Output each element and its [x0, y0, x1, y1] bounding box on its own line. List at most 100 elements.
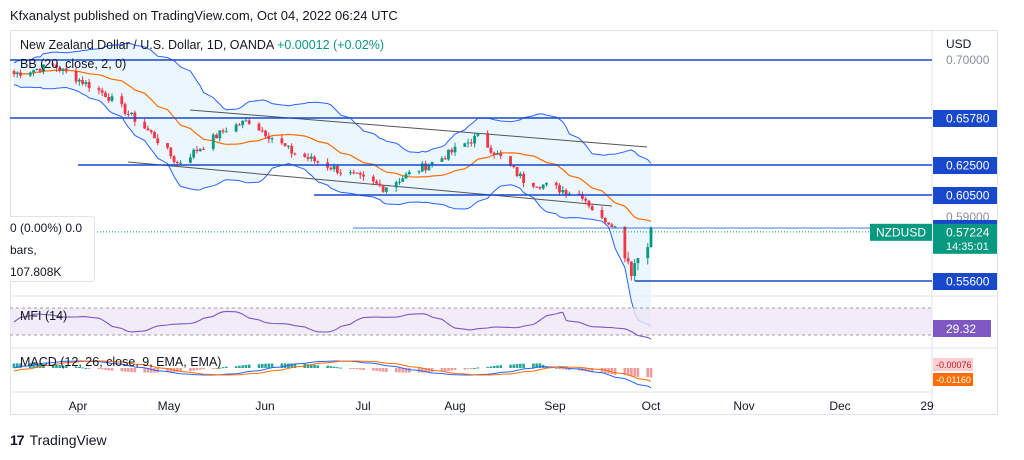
candle-body [512, 165, 516, 168]
macd-histogram-bar [215, 368, 218, 369]
price-scale: USD0.700000.657800.625000.605000.590000.… [10, 37, 997, 290]
footer-brand-label: TradingView [29, 432, 107, 448]
mfi-legend[interactable]: MFI (14) [20, 309, 68, 323]
macd-histogram-bar [381, 368, 385, 372]
candle-body [518, 173, 522, 177]
candle-body [74, 71, 78, 82]
candle-body [287, 145, 290, 147]
candle-body [492, 152, 496, 155]
candle-body [290, 145, 294, 154]
candle-body [224, 131, 228, 133]
candle-body [623, 226, 627, 259]
channel-upper-line[interactable] [189, 109, 648, 148]
candle-body [584, 198, 588, 201]
candle-body [646, 247, 650, 259]
candle-body [401, 178, 405, 182]
bb-basis [13, 69, 652, 222]
macd-histogram-bar [120, 368, 124, 372]
bb-legend[interactable]: BB (20, close, 2, 0) [20, 57, 127, 71]
symbol-legend[interactable]: New Zealand Dollar / U.S. Dollar, 1D, OA… [20, 38, 384, 52]
mfi-value-tag [933, 320, 991, 337]
candle-body [51, 64, 55, 66]
macd-histogram-bar [133, 368, 137, 373]
macd-hist-value: -0.00076 [936, 360, 972, 370]
candle-body [244, 120, 248, 122]
candle-body [192, 149, 196, 158]
candle-body [172, 156, 176, 162]
footer-brand[interactable]: 17 TradingView [10, 432, 107, 448]
macd-histogram-bar [646, 368, 650, 378]
ticker-symbol-tag[interactable] [870, 223, 932, 241]
macd-histogram-bar [104, 368, 107, 370]
candle-body [306, 157, 310, 159]
macd-histogram-bar [372, 368, 375, 371]
candle-body [126, 113, 130, 115]
macd-histogram-bar [146, 368, 150, 373]
macd-histogram-bar [316, 365, 320, 368]
mfi-band [10, 308, 932, 335]
candle-body [496, 152, 499, 155]
price-level-label: 0.65780 [946, 112, 990, 126]
x-tick-label: Aug [444, 399, 465, 413]
ticker-price-tag[interactable] [933, 223, 997, 254]
macd-histogram-bar [649, 368, 653, 378]
macd-histogram-bar [107, 368, 111, 371]
mfi-value: 29.32 [946, 322, 976, 336]
candle-body [97, 88, 101, 91]
price-level-label: 0.60500 [946, 189, 990, 203]
macd-histogram-bar [38, 363, 42, 368]
candle-body [247, 120, 251, 124]
macd-histogram-bar [515, 364, 519, 368]
macd-histogram-bar [600, 368, 604, 373]
macd-histogram-bar [358, 368, 362, 370]
data-window: 0 (0.00%) 0.0 bars, 107.808K [10, 216, 95, 282]
macd-histogram-bar [64, 365, 68, 368]
macd-histogram-bar [626, 368, 630, 376]
candle-body [349, 172, 352, 174]
candle-body [61, 68, 65, 71]
price-level-tag[interactable] [933, 273, 997, 290]
macd-histogram-bar [463, 368, 467, 370]
macd-legend[interactable]: MACD (12, 26, close, 9, EMA, EMA) [20, 355, 222, 369]
macd-histogram-bar [378, 368, 382, 372]
candle-body [649, 227, 653, 248]
price-level-tag[interactable] [933, 110, 997, 127]
candle-body [156, 138, 160, 144]
candle-body [581, 194, 584, 199]
candle-body [378, 183, 382, 186]
x-tick-label: Oct [642, 399, 661, 413]
macd-histogram-bar [260, 363, 264, 368]
macd-histogram-bar [375, 368, 378, 371]
macd-histogram-bar [84, 367, 88, 369]
candle-body [577, 193, 581, 195]
macd-histogram-bar [450, 368, 454, 371]
macd-histogram-bar [280, 363, 284, 368]
bb-fill [14, 43, 651, 327]
price-scale-currency: USD [946, 37, 972, 51]
candle-body [215, 134, 218, 139]
price-level-tag[interactable] [933, 157, 997, 174]
macd-histogram-bar [486, 366, 489, 368]
candle-body [532, 182, 535, 187]
candle-body [12, 71, 16, 74]
mfi-line [13, 310, 652, 340]
macd-histogram-bar [561, 368, 565, 370]
candle-body [332, 166, 336, 170]
macd-histogram-bar [166, 368, 169, 373]
price-level-tag[interactable] [933, 187, 997, 204]
x-tick-label: May [158, 399, 181, 413]
macd-histogram-bar [407, 368, 411, 373]
candle-body [600, 209, 604, 218]
candle-body [15, 72, 19, 74]
channel-lower-line[interactable] [127, 161, 613, 207]
macd-histogram-bar [590, 368, 594, 373]
macd-hist-tag [933, 358, 973, 371]
candle-body [564, 190, 568, 195]
macd-histogram-bar [225, 366, 228, 368]
macd-signal-tag [933, 373, 973, 386]
macd-histogram-bar [127, 368, 130, 372]
candle-body [352, 172, 356, 174]
macd-histogram-bar [476, 367, 480, 369]
candle-body [120, 96, 124, 105]
